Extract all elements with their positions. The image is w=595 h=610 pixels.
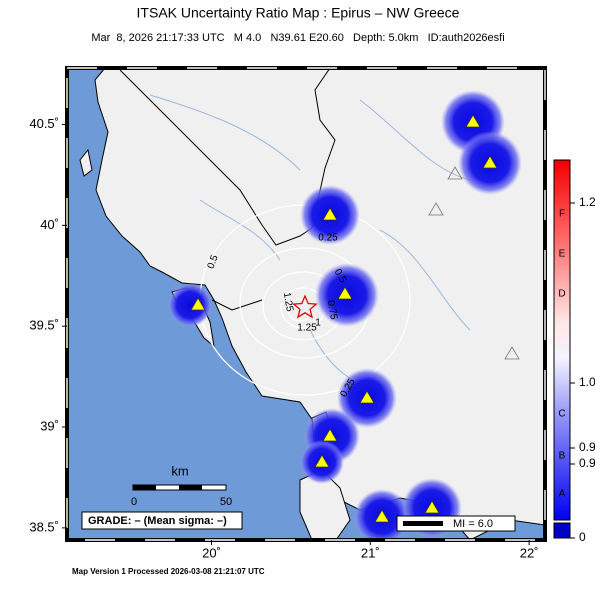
contour-label: 1.25: [297, 323, 317, 334]
title: ITSAK Uncertainty Ratio Map : Epirus – N…: [137, 5, 460, 21]
lon-tick-label: 22˚: [520, 545, 539, 560]
scale-bar-segment: [133, 485, 156, 490]
inactive-stations: [428, 166, 520, 360]
map-frame: [65, 66, 547, 542]
scale-label: 0: [131, 496, 137, 508]
contour-label: 1.25: [281, 291, 295, 313]
colorbar-zero: [553, 522, 571, 539]
grade-letter: A: [559, 489, 566, 500]
stations: [190, 114, 498, 523]
grade-box: [81, 511, 243, 530]
islet: [79, 148, 93, 177]
grade-letter: B: [559, 451, 566, 462]
grade-letter: F: [559, 209, 565, 220]
subtitle: Mar 8, 2026 21:17:33 UTC M 4.0 N39.61 E2…: [91, 32, 504, 44]
border: [119, 68, 336, 246]
lat-tick-label: 40˚: [40, 217, 59, 232]
grade-letter: E: [559, 249, 566, 260]
scale-bar-segment: [179, 485, 202, 490]
colorbar-label: 0.9: [579, 456, 595, 470]
colorbar-ramp: [553, 159, 571, 521]
lat-tick-label: 39.5˚: [29, 318, 59, 333]
scale-unit: km: [171, 463, 188, 478]
intensity-box: [396, 515, 516, 532]
colorbar: F E D C B A 1.2 1.0 0.9 0.9 0: [553, 159, 595, 544]
colorbar-label: 1.2: [579, 195, 595, 209]
contour-label: 0.75: [325, 299, 339, 321]
lon-tick-label: 21˚: [361, 545, 380, 560]
grade-letter: D: [558, 289, 565, 300]
epicenter: [292, 294, 318, 319]
contour-label: 0.25: [318, 233, 338, 244]
grade: GRADE: – (Mean sigma: –): [88, 515, 227, 527]
lat-tick-label: 40.5˚: [29, 116, 59, 131]
lat-tick-label: 39˚: [40, 418, 59, 433]
contour-label: 0.5: [206, 253, 221, 270]
map-area: [67, 68, 545, 540]
contour-label: 1: [315, 318, 321, 329]
grade-letter: C: [558, 409, 565, 420]
border: [211, 299, 263, 311]
scale-label: 50: [220, 496, 232, 508]
colorbar-label: 1.0: [579, 375, 595, 389]
intensity-legend: MI = 6.0: [453, 518, 493, 530]
scale-bar: km 0 50: [131, 463, 232, 507]
river: [149, 94, 471, 396]
intensity-bar: [403, 521, 443, 526]
lat-tick-label: 38.5˚: [29, 519, 59, 534]
colorbar-label: 0: [579, 530, 586, 544]
colorbar-label: 0.9: [579, 440, 595, 454]
lon-tick-label: 20˚: [202, 545, 221, 560]
footer: Map Version 1 Processed 2026-03-08 21:21…: [72, 567, 265, 576]
